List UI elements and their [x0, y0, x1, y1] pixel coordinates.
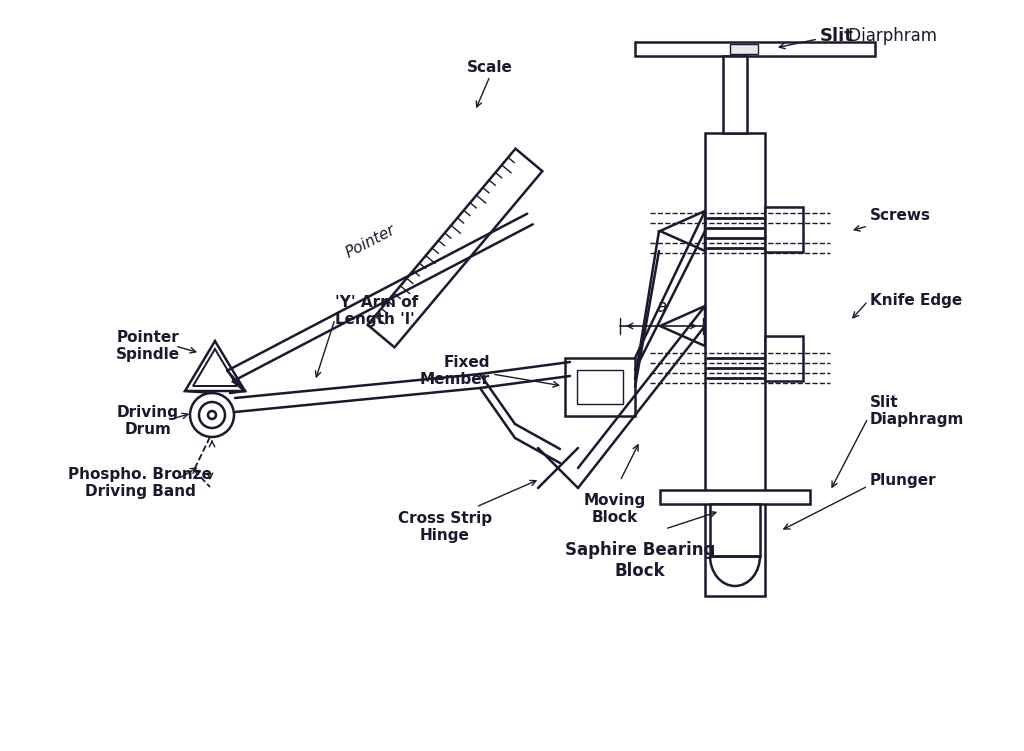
Text: Moving
Block: Moving Block	[584, 493, 646, 526]
Bar	[710, 504, 760, 556]
Circle shape	[208, 411, 216, 419]
Text: Diarphram: Diarphram	[843, 27, 937, 45]
Bar	[765, 207, 803, 252]
Text: Plunger: Plunger	[870, 473, 937, 488]
Bar	[730, 44, 758, 54]
Polygon shape	[660, 211, 705, 251]
Text: Saphire Bearing
Block: Saphire Bearing Block	[565, 541, 715, 580]
Text: Scale: Scale	[467, 60, 513, 75]
Text: Fixed
Member: Fixed Member	[420, 354, 490, 388]
Polygon shape	[368, 149, 543, 348]
Text: Driving
Drum: Driving Drum	[117, 405, 179, 437]
Text: a: a	[656, 298, 667, 316]
Text: Screws: Screws	[870, 209, 931, 224]
Polygon shape	[193, 349, 237, 386]
Bar	[705, 133, 765, 596]
Circle shape	[190, 393, 234, 437]
Text: Cross Strip
Hinge: Cross Strip Hinge	[398, 511, 493, 544]
Bar	[565, 358, 635, 416]
Bar	[635, 42, 874, 56]
Text: Slit
Diaphragm: Slit Diaphragm	[870, 395, 965, 427]
Circle shape	[199, 402, 225, 428]
Polygon shape	[185, 341, 245, 391]
Polygon shape	[660, 306, 705, 346]
Bar	[660, 490, 810, 504]
Bar	[723, 56, 746, 133]
Text: Pointer: Pointer	[343, 222, 397, 261]
Bar	[765, 336, 803, 381]
Text: Knife Edge: Knife Edge	[870, 294, 963, 309]
Bar	[577, 370, 623, 404]
Text: 'Y' Arm of
Length 'l': 'Y' Arm of Length 'l'	[335, 295, 418, 327]
Text: Pointer
Spindle: Pointer Spindle	[116, 330, 180, 362]
Text: Slit: Slit	[820, 27, 854, 45]
Text: Phospho. Bronze
Driving Band: Phospho. Bronze Driving Band	[68, 467, 212, 499]
